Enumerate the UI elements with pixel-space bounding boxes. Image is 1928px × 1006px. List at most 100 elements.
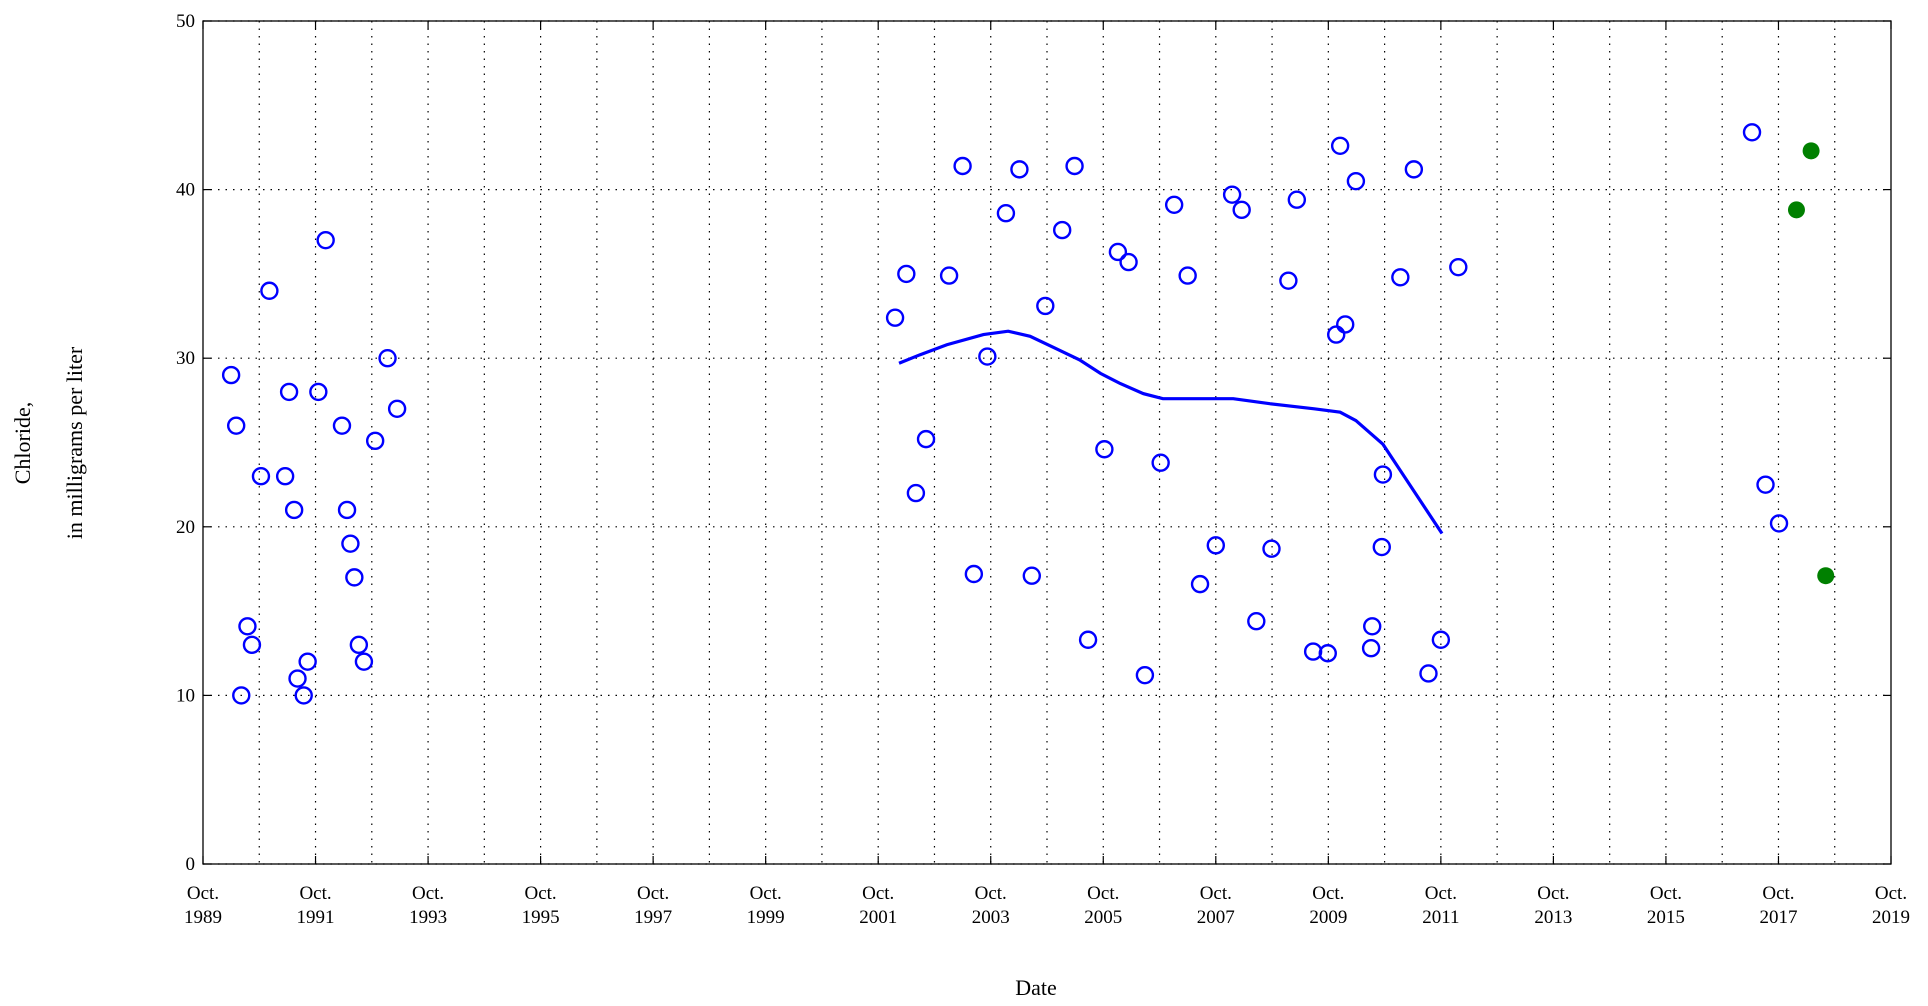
data-point	[897, 264, 916, 284]
data-point	[1022, 566, 1042, 585]
x-tick-label: Oct. 2001	[859, 883, 897, 928]
data-point	[221, 365, 241, 385]
data-point	[1036, 296, 1055, 316]
data-point	[238, 617, 257, 636]
data-point	[1787, 201, 1805, 219]
data-point	[1222, 185, 1242, 204]
data-point	[964, 564, 984, 584]
data-point	[1336, 315, 1355, 334]
x-tick-label: Oct. 2007	[1197, 883, 1235, 928]
data-point	[345, 568, 364, 587]
data-point	[1318, 644, 1337, 663]
data-point	[885, 308, 905, 327]
x-tick-label-line: Oct.	[1875, 883, 1907, 904]
data-point	[1232, 200, 1251, 220]
data-point	[1742, 123, 1762, 142]
data-point	[1095, 440, 1114, 459]
data-point	[279, 382, 299, 402]
data-point	[309, 382, 328, 402]
data-point	[349, 635, 369, 655]
x-tick-label-line: Oct.	[412, 883, 444, 904]
data-point	[1287, 190, 1307, 209]
x-tick-label-line: Oct.	[1537, 883, 1569, 904]
data-point	[242, 635, 262, 655]
data-point	[341, 534, 360, 553]
x-tick-label: Oct. 2011	[1422, 883, 1459, 928]
x-tick-label-line: 2015	[1647, 907, 1685, 928]
data-point	[1373, 465, 1393, 484]
data-point	[288, 669, 307, 688]
x-tick-label-line: Oct.	[1650, 883, 1682, 904]
data-point	[906, 483, 926, 503]
data-point	[1279, 271, 1298, 290]
data-point	[298, 652, 317, 671]
data-point	[1262, 539, 1281, 558]
x-tick-label-line: 2005	[1084, 907, 1122, 928]
data-point	[953, 156, 972, 176]
data-point	[1190, 574, 1210, 594]
x-tick-label-line: 1997	[634, 907, 672, 928]
x-tick-label-line: 2017	[1759, 907, 1797, 928]
data-point	[316, 230, 335, 250]
data-point	[1135, 665, 1155, 685]
x-tick-label: Oct. 2003	[972, 883, 1010, 928]
x-tick-label-line: 1993	[409, 907, 447, 928]
data-point	[332, 416, 352, 435]
data-point	[1108, 242, 1128, 262]
x-tick-label-line: 1995	[522, 907, 560, 928]
x-tick-label-line: Oct.	[1087, 883, 1119, 904]
data-point	[275, 467, 295, 486]
x-tick-label-line: 2001	[859, 907, 897, 928]
y-tick-label: 50	[176, 11, 195, 32]
x-tick-label-line: 1989	[184, 907, 222, 928]
data-point	[294, 686, 313, 705]
x-tick-label-line: 2011	[1422, 907, 1459, 928]
data-point	[1052, 220, 1072, 240]
y-axis-label: in milligrams per liter	[62, 346, 87, 539]
x-tick-label-line: 1999	[747, 907, 785, 928]
data-point	[1372, 537, 1391, 557]
x-tick-label-line: Oct.	[1425, 883, 1457, 904]
data-point	[1010, 160, 1029, 179]
x-tick-label: Oct. 2013	[1534, 883, 1572, 928]
x-tick-label: Oct. 1989	[184, 883, 222, 928]
data-point	[354, 652, 374, 671]
x-tick-label-line: Oct.	[637, 883, 669, 904]
data-point	[232, 686, 251, 705]
data-point	[1247, 612, 1266, 631]
data-point	[996, 204, 1016, 223]
x-tick-label-line: Oct.	[299, 883, 331, 904]
x-tick-label: Oct. 1993	[409, 883, 447, 928]
x-tick-label-line: Oct.	[862, 883, 894, 904]
data-point	[1817, 567, 1835, 585]
y-tick-label: 30	[176, 348, 195, 369]
data-point	[1330, 136, 1350, 155]
y-tick-label: 40	[176, 180, 195, 201]
x-tick-label: Oct. 1995	[522, 883, 560, 928]
data-point	[1078, 630, 1098, 649]
x-tick-label: Oct. 1997	[634, 883, 672, 928]
data-point	[284, 500, 304, 520]
y-tick-label: 20	[176, 517, 195, 538]
data-point	[1164, 195, 1184, 214]
x-tick-label: Oct. 2009	[1309, 883, 1347, 928]
data-point	[1361, 638, 1381, 658]
x-tick-label-line: Oct.	[1312, 883, 1344, 904]
data-point	[1363, 617, 1382, 636]
x-tick-label-line: Oct.	[1200, 883, 1232, 904]
data-point	[1065, 156, 1084, 176]
data-point	[978, 347, 997, 366]
x-tick-label-line: Oct.	[1762, 883, 1794, 904]
x-tick-label: Oct. 1991	[297, 883, 335, 928]
x-axis-label: Date	[1015, 975, 1057, 1000]
x-tick-label-line: Oct.	[525, 883, 557, 904]
x-tick-label-line: 2019	[1872, 907, 1910, 928]
data-point	[1769, 514, 1789, 533]
data-point	[1802, 142, 1820, 160]
data-point	[939, 266, 959, 285]
plot-frame	[202, 20, 1892, 865]
data-point	[337, 500, 357, 520]
y-tick-label: 0	[186, 854, 196, 875]
y-axis-label: Chloride,	[10, 402, 35, 485]
data-point	[1431, 630, 1451, 649]
